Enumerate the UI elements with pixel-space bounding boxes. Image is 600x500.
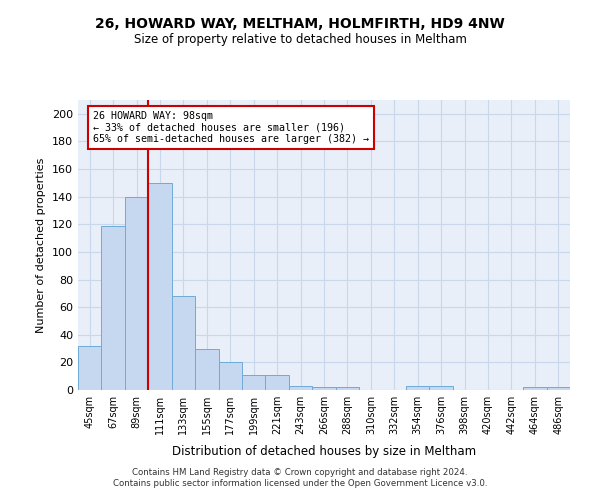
Bar: [547, 387, 570, 390]
Bar: [78, 346, 101, 390]
Text: Size of property relative to detached houses in Meltham: Size of property relative to detached ho…: [134, 32, 466, 46]
Bar: [125, 196, 148, 390]
Bar: [172, 296, 195, 390]
Bar: [406, 386, 430, 390]
Text: 26 HOWARD WAY: 98sqm
← 33% of detached houses are smaller (196)
65% of semi-deta: 26 HOWARD WAY: 98sqm ← 33% of detached h…: [93, 111, 369, 144]
Bar: [195, 348, 218, 390]
Bar: [148, 183, 172, 390]
Text: 26, HOWARD WAY, MELTHAM, HOLMFIRTH, HD9 4NW: 26, HOWARD WAY, MELTHAM, HOLMFIRTH, HD9 …: [95, 18, 505, 32]
Y-axis label: Number of detached properties: Number of detached properties: [37, 158, 46, 332]
Bar: [336, 387, 359, 390]
Bar: [289, 386, 312, 390]
Text: Contains HM Land Registry data © Crown copyright and database right 2024.
Contai: Contains HM Land Registry data © Crown c…: [113, 468, 487, 487]
Bar: [523, 387, 547, 390]
Bar: [430, 386, 453, 390]
Bar: [265, 375, 289, 390]
Bar: [242, 375, 265, 390]
Bar: [218, 362, 242, 390]
Bar: [101, 226, 125, 390]
Bar: [312, 387, 336, 390]
X-axis label: Distribution of detached houses by size in Meltham: Distribution of detached houses by size …: [172, 446, 476, 458]
